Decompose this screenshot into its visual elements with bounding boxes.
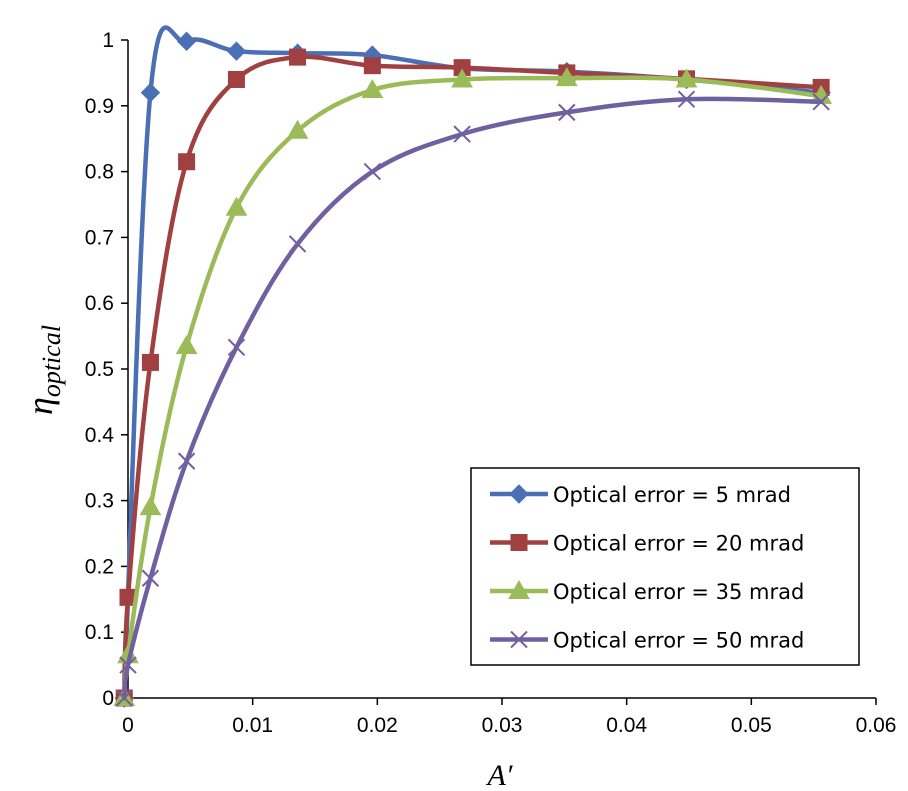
data-point (227, 338, 246, 356)
data-point (175, 334, 198, 354)
data-point (558, 103, 576, 122)
data-point (177, 452, 196, 470)
data-point (453, 125, 471, 143)
x-tick-label: 0.02 (357, 714, 398, 737)
data-point (286, 119, 309, 139)
y-axis-label-subscript: optical (37, 325, 66, 397)
legend-marker (509, 484, 529, 504)
y-tick-label: 0.5 (85, 358, 114, 381)
data-point (675, 68, 698, 88)
data-point (225, 196, 248, 216)
y-tick-label: 0.1 (85, 621, 114, 644)
data-point (363, 162, 382, 181)
data-point (140, 82, 161, 103)
legend: Optical error = 5 mrad Optical error = 20… (470, 467, 860, 666)
x-tick-label: 0.05 (731, 714, 772, 737)
y-tick-label: 0.7 (85, 226, 114, 249)
legend-box (470, 467, 860, 666)
data-point (363, 57, 381, 75)
data-point (451, 68, 473, 88)
x-axis-label: A′ (486, 759, 513, 791)
y-tick-label: 0.2 (85, 555, 114, 578)
y-tick-label: 0.4 (85, 424, 115, 447)
data-point (141, 353, 159, 371)
x-ticks: 0 0.01 0.02 0.03 0.04 0.05 0.06 (122, 698, 896, 737)
y-tick-label: 0.9 (85, 95, 114, 118)
x-tick-label: 0.03 (482, 714, 523, 737)
y-axis-label: ηoptical (20, 325, 66, 415)
legend-marker (510, 630, 528, 649)
data-point (812, 93, 830, 111)
data-point (677, 90, 696, 108)
x-tick-label: 0.06 (856, 714, 897, 737)
legend-label: Optical error = 35 mrad (553, 580, 804, 604)
legend-label: Optical error = 5 mrad (553, 483, 791, 507)
series-3 (113, 67, 833, 706)
y-tick-label: 0.3 (85, 490, 114, 513)
y-ticks: 0 0.1 0.2 0.3 0.4 0.5 0.6 0.7 0.8 0.9 1 (85, 29, 128, 710)
x-tick-label: 0.04 (606, 714, 647, 737)
data-point (141, 569, 160, 587)
legend-items: Optical error = 5 mrad Optical error = 20… (490, 483, 804, 653)
y-axis-label-symbol: η (20, 397, 60, 415)
legend-entry-2: Optical error = 20 mrad (490, 532, 804, 556)
data-point (361, 79, 384, 99)
data-point (288, 235, 307, 253)
y-tick-label: 0.8 (85, 161, 114, 184)
legend-marker (508, 579, 530, 599)
data-point (555, 67, 578, 87)
legend-label: Optical error = 20 mrad (553, 532, 804, 556)
data-point (176, 31, 197, 52)
y-tick-label: 0.6 (85, 292, 114, 315)
y-tick-label: 1 (102, 29, 114, 52)
data-point (227, 70, 245, 88)
series-layer (113, 25, 833, 708)
legend-entry-3: Optical error = 35 mrad (490, 579, 804, 604)
data-point (115, 689, 133, 707)
axes: 00.10.20.30.40.50.60.70.80.91 0 0.01 0.02 0… (85, 29, 897, 737)
x-tick-label: 0.01 (232, 714, 273, 737)
data-point (289, 48, 307, 66)
data-point (178, 153, 196, 171)
data-point (139, 496, 162, 516)
legend-entry-1: Optical error = 5 mrad (490, 483, 791, 507)
legend-marker (510, 534, 528, 551)
y-tick-label: 0 (102, 687, 114, 710)
series-line (122, 54, 824, 701)
legend-entry-4: Optical error = 50 mrad (490, 629, 804, 653)
plot-area: 00.10.20.30.40.50.60.70.80.91 0 0.01 0.02 0… (85, 25, 897, 737)
legend-label: Optical error = 50 mrad (553, 629, 804, 653)
series-4 (115, 90, 830, 707)
data-point (119, 656, 137, 674)
x-tick-label: 0 (122, 714, 134, 737)
data-point (226, 41, 247, 61)
